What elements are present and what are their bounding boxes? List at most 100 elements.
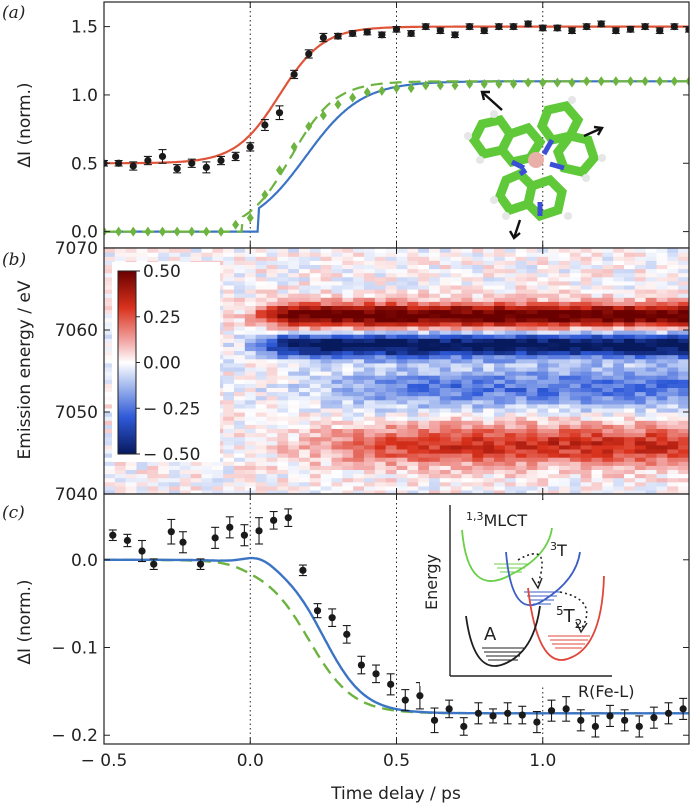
heatmap-cell — [353, 269, 364, 274]
heatmap-cell — [234, 486, 245, 491]
heatmap-cell — [667, 457, 678, 462]
heatmap-cell — [483, 433, 494, 438]
heatmap-cell — [180, 465, 191, 470]
heatmap-cell — [613, 408, 624, 413]
heatmap-cell — [418, 314, 429, 319]
heatmap-cell — [288, 277, 299, 282]
heatmap-cell — [505, 301, 516, 306]
heatmap-cell — [602, 387, 613, 392]
heatmap-cell — [646, 371, 657, 376]
heatmap-cell — [158, 252, 169, 257]
heatmap-cell — [527, 334, 538, 339]
heatmap-cell — [451, 277, 462, 282]
heatmap-cell — [505, 433, 516, 438]
heatmap-cell — [353, 359, 364, 364]
heatmap-cell — [321, 474, 332, 479]
panel-c-xtick-label: 0.5 — [383, 751, 410, 771]
heatmap-cell — [548, 428, 559, 433]
heatmap-cell — [332, 289, 343, 294]
heatmap-cell — [602, 322, 613, 327]
heatmap-cell — [559, 297, 570, 302]
heatmap-cell — [472, 433, 483, 438]
heatmap-cell — [516, 383, 527, 388]
heatmap-cell — [527, 478, 538, 483]
heatmap-cell — [440, 322, 451, 327]
heatmap-cell — [646, 449, 657, 454]
heatmap-cell — [407, 330, 418, 335]
heatmap-cell — [516, 297, 527, 302]
heatmap-cell — [397, 342, 408, 347]
heatmap-cell — [223, 367, 234, 372]
heatmap-cell — [494, 379, 505, 384]
heatmap-cell — [646, 457, 657, 462]
heatmap-cell — [288, 404, 299, 409]
heatmap-cell — [624, 424, 635, 429]
heatmap-cell — [462, 404, 473, 409]
heatmap-cell — [407, 314, 418, 319]
heatmap-cell — [342, 383, 353, 388]
heatmap-cell — [657, 457, 668, 462]
data-point — [656, 27, 663, 34]
heatmap-cell — [310, 478, 321, 483]
heatmap-cell — [646, 277, 657, 282]
heatmap-cell — [613, 342, 624, 347]
heatmap-cell — [332, 260, 343, 265]
heatmap-cell — [353, 461, 364, 466]
heatmap-cell — [277, 260, 288, 265]
heatmap-cell — [277, 273, 288, 278]
heatmap-cell — [418, 326, 429, 331]
heatmap-cell — [494, 293, 505, 298]
heatmap-cell — [375, 277, 386, 282]
heatmap-cell — [462, 478, 473, 483]
heatmap-cell — [245, 392, 256, 397]
heatmap-cell — [678, 346, 689, 351]
heatmap-cell — [581, 326, 592, 331]
heatmap-cell — [353, 273, 364, 278]
heatmap-cell — [472, 330, 483, 335]
heatmap-cell — [342, 404, 353, 409]
heatmap-cell — [657, 248, 668, 253]
heatmap-cell — [570, 428, 581, 433]
heatmap-cell — [646, 260, 657, 265]
heatmap-cell — [397, 285, 408, 290]
heatmap-cell — [137, 474, 148, 479]
heatmap-cell — [667, 351, 678, 356]
heatmap-cell — [570, 457, 581, 462]
heatmap-cell — [277, 301, 288, 306]
heatmap-cell — [310, 248, 321, 253]
heatmap-cell — [418, 248, 429, 253]
heatmap-cell — [440, 461, 451, 466]
heatmap-cell — [581, 367, 592, 372]
heatmap-cell — [527, 322, 538, 327]
heatmap-cell — [407, 322, 418, 327]
heatmap-cell — [277, 371, 288, 376]
heatmap-cell — [613, 297, 624, 302]
panel-a-green-diamond — [291, 142, 298, 152]
heatmap-cell — [592, 371, 603, 376]
heatmap-cell — [646, 334, 657, 339]
heatmap-cell — [472, 281, 483, 286]
heatmap-cell — [418, 289, 429, 294]
heatmap-cell — [635, 428, 646, 433]
heatmap-cell — [451, 482, 462, 487]
heatmap-cell — [451, 326, 462, 331]
heatmap-cell — [483, 318, 494, 323]
heatmap-cell — [418, 441, 429, 446]
heatmap-cell — [613, 404, 624, 409]
heatmap-cell — [375, 424, 386, 429]
heatmap-cell — [527, 277, 538, 282]
heatmap-cell — [418, 400, 429, 405]
heatmap-cell — [483, 269, 494, 274]
heatmap-cell — [321, 441, 332, 446]
heatmap-cell — [635, 289, 646, 294]
heatmap-cell — [635, 379, 646, 384]
heatmap-cell — [505, 310, 516, 315]
heatmap-cell — [234, 310, 245, 315]
panel-a-green-diamond — [583, 76, 590, 86]
heatmap-cell — [494, 334, 505, 339]
heatmap-cell — [353, 457, 364, 462]
heatmap-cell — [256, 281, 267, 286]
heatmap-cell — [137, 478, 148, 483]
heatmap-cell — [342, 359, 353, 364]
heatmap-cell — [440, 355, 451, 360]
